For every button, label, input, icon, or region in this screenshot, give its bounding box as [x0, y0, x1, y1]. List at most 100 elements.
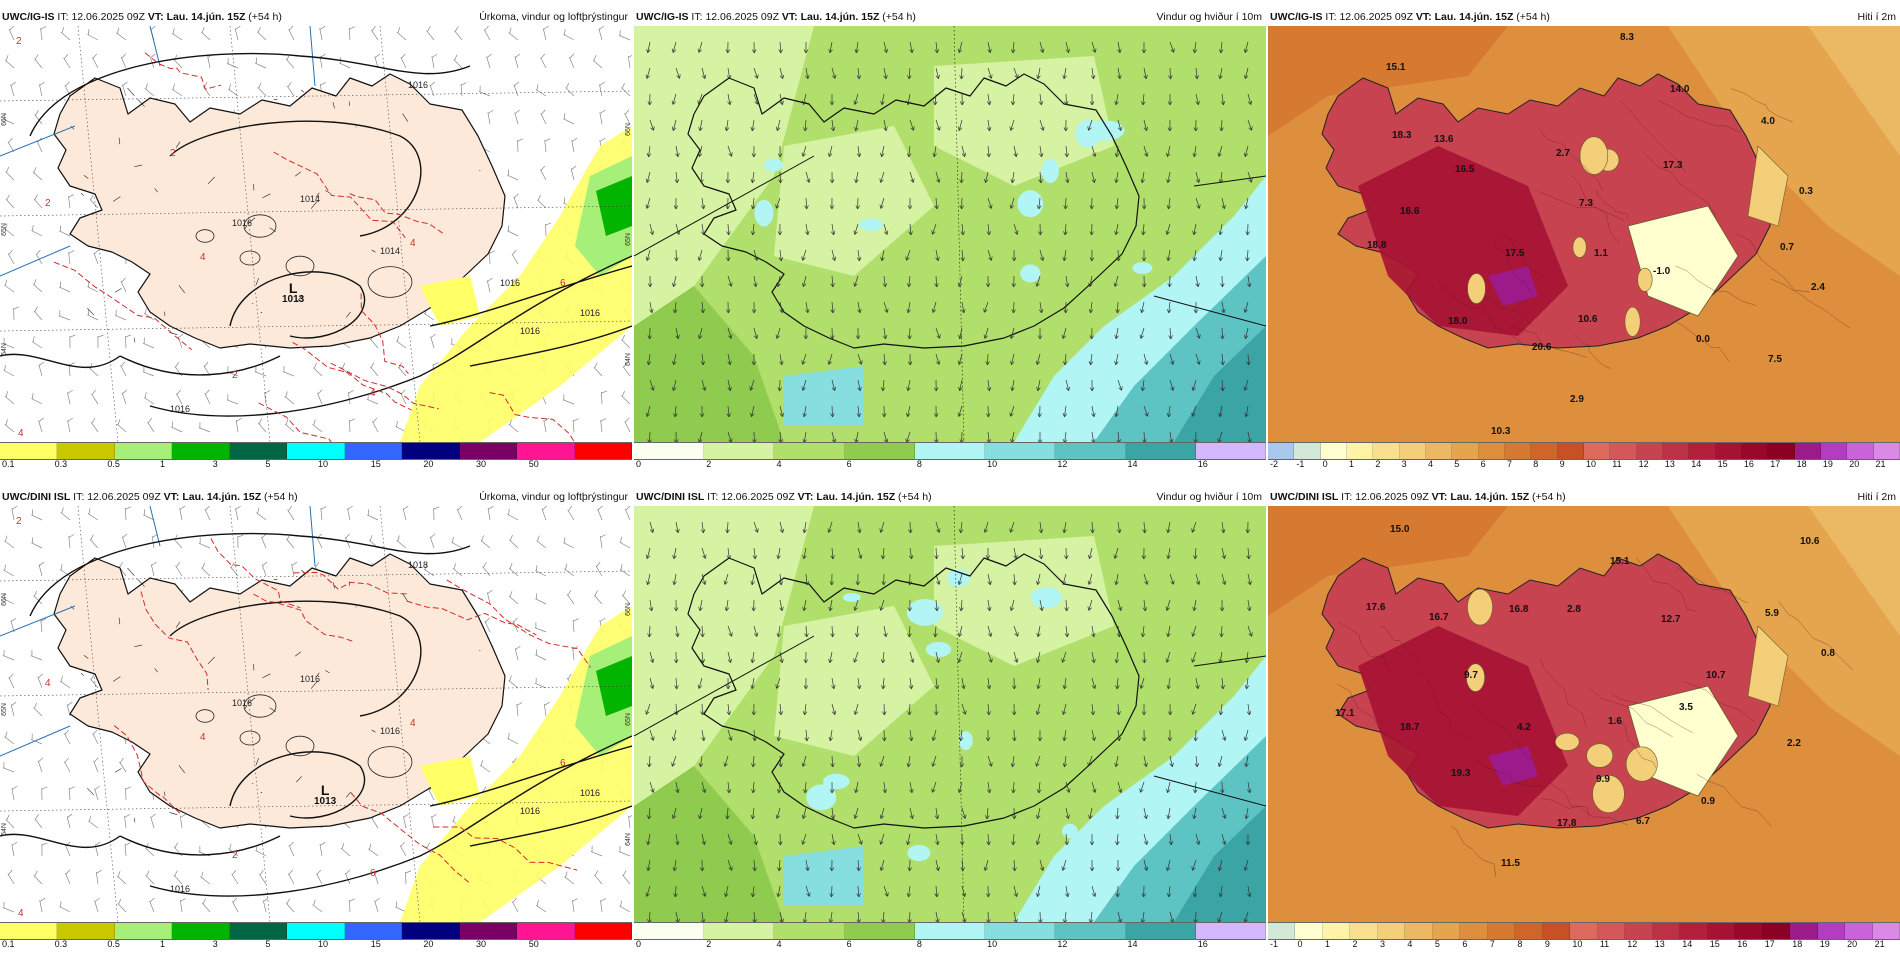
colorbar-tick: -1 — [1294, 459, 1320, 471]
colorbar-swatch — [1795, 443, 1821, 459]
map-graphic — [634, 26, 1266, 442]
temp-contour-label: 4 — [200, 732, 206, 743]
temperature-value: 2.9 — [1570, 394, 1584, 405]
isobar-label: 1016 — [580, 788, 600, 798]
colorbar-tick: 4 — [774, 459, 844, 471]
colorbar-tick: 16 — [1196, 459, 1266, 471]
colorbar-swatch — [774, 443, 844, 459]
temp-contour-label: 2 — [45, 198, 51, 209]
low-pressure-value: 1013 — [282, 294, 304, 306]
colorbar-swatch — [1821, 443, 1847, 459]
colorbar-tick: 10 — [985, 459, 1055, 471]
latitude-label: 64N — [625, 353, 632, 366]
map-area — [634, 26, 1266, 442]
temperature-value: 9.7 — [1464, 670, 1478, 681]
colorbar-swatch — [517, 443, 574, 459]
colorbar-tick: 4 — [1405, 939, 1432, 951]
colorbar-swatch — [1405, 923, 1432, 939]
latitude-label: 66N — [1, 113, 8, 126]
map-graphic: 1016101610161016101410161014101622442464… — [0, 26, 632, 442]
temperature-value: 16.6 — [1400, 206, 1419, 217]
colorbar-tick: 6 — [1460, 939, 1487, 951]
temperature-value: 0.7 — [1780, 242, 1794, 253]
colorbar-swatch — [634, 923, 704, 939]
colorbar-swatch — [1708, 923, 1735, 939]
temp-contour-label: 2 — [232, 370, 238, 381]
colorbar-swatch — [634, 443, 704, 459]
colorbar-tick: 21 — [1873, 939, 1900, 951]
init-time-label: IT: — [707, 491, 718, 503]
wind-speed-band — [1031, 587, 1062, 608]
map-panel-wind-dini: UWC/DINI ISL IT: 12.06.2025 09Z VT: Lau.… — [634, 488, 1266, 958]
colorbar-swatch — [1735, 923, 1762, 939]
colorbar-tick: 6 — [1479, 459, 1505, 471]
colorbar-swatch — [1742, 443, 1768, 459]
colorbar — [0, 442, 632, 460]
map-area — [634, 506, 1266, 922]
latitude-label: 66N — [625, 603, 632, 616]
colorbar-swatch — [704, 443, 774, 459]
temp-contour-label: 4 — [45, 678, 51, 689]
colorbar-tick: 30 — [474, 459, 527, 471]
colorbar-swatch — [985, 923, 1055, 939]
temperature-value: 13.6 — [1434, 134, 1453, 145]
colorbar-tick: 15 — [1716, 459, 1742, 471]
colorbar-swatch — [230, 443, 287, 459]
wind-speed-band — [764, 159, 783, 172]
colorbar-swatch — [1400, 443, 1426, 459]
colorbar-swatch — [1433, 923, 1460, 939]
colorbar-swatch — [1558, 443, 1584, 459]
low-pressure-symbol: L — [314, 784, 336, 796]
temp-contour-label: 4 — [18, 428, 24, 439]
colorbar-swatch — [1845, 923, 1872, 939]
temperature-value: 7.3 — [1579, 198, 1593, 209]
temp-contour-label: 4 — [18, 908, 24, 919]
colorbar-swatch — [0, 923, 57, 939]
temp-contour-label: 4 — [200, 252, 206, 263]
colorbar-tick: 5 — [1452, 459, 1478, 471]
colorbar-swatch — [1126, 443, 1196, 459]
colorbar-tick: -2 — [1268, 459, 1294, 471]
map-panel-temp-dini: UWC/DINI ISL IT: 12.06.2025 09Z VT: Lau.… — [1268, 488, 1900, 958]
colorbar-tick: 14 — [1126, 939, 1196, 951]
init-time-label: IT: — [73, 491, 84, 503]
colorbar-swatch — [345, 443, 402, 459]
colorbar-tick: 14 — [1680, 939, 1707, 951]
colorbar-tick: 3 — [211, 939, 264, 951]
valid-time: Lau. 14.jún. 15Z — [1435, 11, 1514, 23]
colorbar-tick: 9 — [1558, 459, 1584, 471]
colorbar-swatch — [915, 923, 985, 939]
colorbar-tick: 3 — [1400, 459, 1426, 471]
colorbar-tick: 3 — [211, 459, 264, 471]
colorbar-tick: 7 — [1505, 459, 1531, 471]
valid-time-label: VT: — [1416, 11, 1432, 23]
colorbar-tick — [579, 939, 632, 951]
colorbar-tick: 10 — [1570, 939, 1597, 951]
colorbar-swatch — [1378, 923, 1405, 939]
temperature-value: 17.5 — [1505, 248, 1524, 259]
panel-header: UWC/DINI ISL IT: 12.06.2025 09Z VT: Lau.… — [634, 488, 1266, 506]
valid-time: Lau. 14.jún. 15Z — [1450, 491, 1529, 503]
panel-header: UWC/DINI ISL IT: 12.06.2025 09Z VT: Lau.… — [0, 488, 632, 506]
colorbar-swatch — [575, 443, 632, 459]
latitude-label: 66N — [625, 123, 632, 136]
temperature-value: 2.8 — [1567, 604, 1581, 615]
colorbar-tick: 12 — [1637, 459, 1663, 471]
colorbar-swatch — [345, 923, 402, 939]
temperature-value: 14.0 — [1670, 84, 1689, 95]
colorbar-swatch — [985, 443, 1055, 459]
colorbar-swatch — [115, 923, 172, 939]
temperature-value: 5.9 — [1765, 608, 1779, 619]
colorbar-tick: 14 — [1689, 459, 1715, 471]
map-panel-precip-igis: UWC/IG-IS IT: 12.06.2025 09Z VT: Lau. 14… — [0, 8, 632, 478]
temperature-value: 12.7 — [1661, 614, 1680, 625]
wind-speed-band — [754, 200, 773, 227]
isobar-label: 1016 — [580, 308, 600, 318]
panel-header: UWC/IG-IS IT: 12.06.2025 09Z VT: Lau. 14… — [0, 8, 632, 26]
temperature-value: 3.5 — [1679, 702, 1693, 713]
colorbar-swatch — [1543, 923, 1570, 939]
colorbar-swatch — [1479, 443, 1505, 459]
